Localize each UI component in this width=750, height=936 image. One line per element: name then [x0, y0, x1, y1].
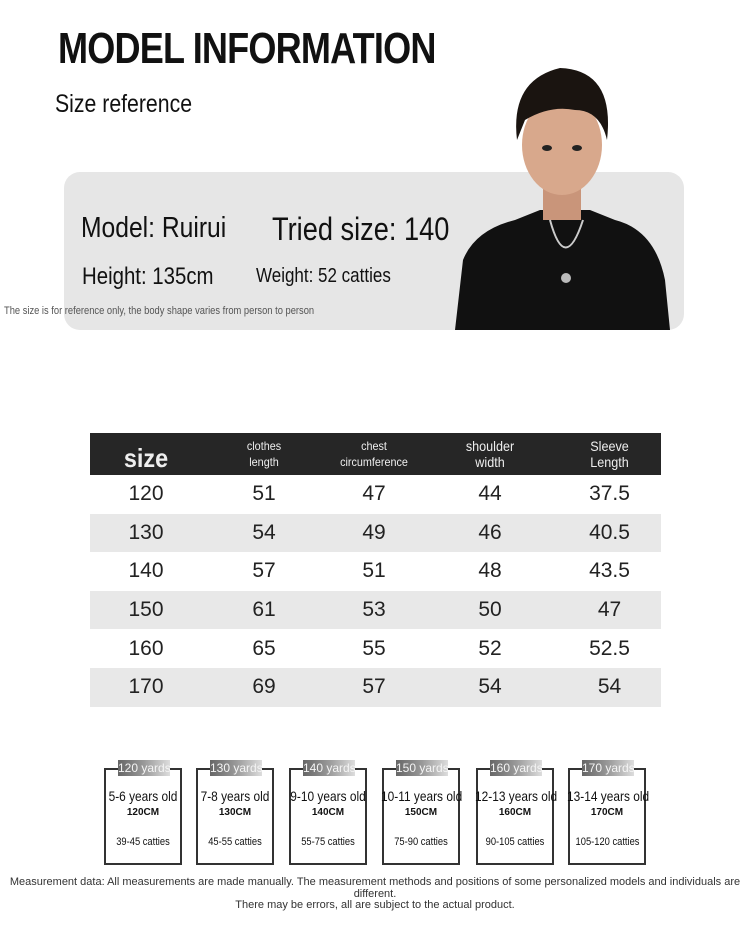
- size-tag: 150 yards: [396, 760, 448, 776]
- table-cell: 44: [478, 482, 502, 506]
- size-card: 120 yards 5-6 years old 120CM 39-45 catt…: [104, 760, 182, 865]
- age-range: 5-6 years old: [108, 788, 178, 804]
- table-cell: 49: [362, 520, 386, 544]
- table-cell: 52.5: [589, 636, 630, 660]
- table-row: 150 61 53 50 47: [90, 590, 661, 630]
- weight-range: 39-45 catties: [116, 836, 170, 848]
- header-shoulder: shoulder width: [465, 438, 515, 470]
- size-card: 160 yards 12-13 years old 160CM 90-105 c…: [475, 760, 558, 865]
- weight-range: 90-105 catties: [485, 836, 545, 848]
- table-cell: 61: [252, 598, 276, 622]
- table-cell: 54: [597, 675, 622, 699]
- model-name: Model: Ruirui: [81, 212, 227, 244]
- size-card: 140 yards 9-10 years old 140CM 55-75 cat…: [289, 760, 367, 865]
- table-cell: 140: [128, 559, 164, 583]
- table-cell: 47: [362, 482, 386, 506]
- weight-range: 105-120 catties: [575, 836, 640, 848]
- table-cell: 57: [362, 675, 386, 699]
- age-range: 9-10 years old: [290, 788, 366, 804]
- table-cell: 52: [478, 636, 502, 660]
- header-size: size: [123, 443, 169, 473]
- weight-range: 55-75 catties: [301, 836, 355, 848]
- footer-line-2: There may be errors, all are subject to …: [235, 899, 515, 911]
- table-row: 140 57 51 48 43.5: [90, 552, 661, 591]
- size-tag: 160 yards: [490, 760, 542, 776]
- model-photo: [455, 68, 670, 330]
- table-cell: 47: [597, 598, 622, 622]
- height-cm: 130CM: [218, 807, 252, 818]
- size-card: 130 yards 7-8 years old 130CM 45-55 catt…: [196, 760, 274, 865]
- table-cell: 69: [252, 675, 276, 699]
- table-cell: 51: [252, 482, 276, 506]
- table-cell: 48: [478, 559, 502, 583]
- header-clothes-length: clothes length: [246, 439, 282, 469]
- age-range: 13-14 years old: [567, 788, 650, 804]
- table-header: size clothes length chest circumference sh…: [90, 433, 661, 475]
- height-cm: 140CM: [311, 807, 345, 818]
- height-cm: 150CM: [404, 807, 438, 818]
- table-row: 170 69 57 54 54: [90, 667, 661, 707]
- height-cm: 160CM: [498, 807, 532, 818]
- table-row: 120 51 47 44 37.5: [90, 475, 661, 514]
- header-sleeve: Sleeve Length: [590, 438, 629, 470]
- table-cell: 65: [252, 636, 276, 660]
- height-cm: 170CM: [590, 807, 624, 818]
- table-cell: 57: [252, 559, 276, 583]
- table-cell: 170: [128, 675, 164, 699]
- footer-line-1: Measurement data: All measurements are m…: [9, 876, 741, 900]
- height-cm: 120CM: [126, 807, 160, 818]
- age-range: 7-8 years old: [200, 788, 270, 804]
- model-height: Height: 135cm: [82, 263, 214, 290]
- table-cell: 130: [128, 520, 164, 544]
- table-cell: 55: [362, 636, 386, 660]
- table-cell: 53: [362, 598, 386, 622]
- size-note: The size is for reference only, the body…: [4, 305, 315, 317]
- table-cell: 54: [478, 675, 502, 699]
- table-cell: 46: [478, 520, 502, 544]
- table-cell: 37.5: [589, 482, 630, 506]
- size-tag: 120 yards: [118, 760, 170, 776]
- header-chest: chest circumference: [340, 439, 408, 469]
- size-tag: 170 yards: [582, 760, 634, 776]
- age-range: 12-13 years old: [475, 788, 558, 804]
- table-cell: 43.5: [589, 559, 630, 583]
- table-cell: 40.5: [589, 520, 630, 544]
- tried-size: Tried size: 140: [272, 211, 450, 247]
- size-tag: 130 yards: [210, 760, 262, 776]
- weight-range: 75-90 catties: [394, 836, 448, 848]
- table-cell: 160: [128, 636, 164, 660]
- page-title: MODEL INFORMATION: [58, 24, 436, 73]
- subtitle: Size reference: [55, 90, 193, 118]
- table-row: 130 54 49 46 40.5: [90, 513, 661, 553]
- age-range: 10-11 years old: [381, 788, 463, 804]
- size-table: size clothes length chest circumference sh…: [90, 433, 661, 707]
- table-cell: 54: [252, 520, 276, 544]
- model-weight: Weight: 52 catties: [256, 265, 391, 287]
- table-cell: 150: [128, 598, 164, 622]
- weight-range: 45-55 catties: [208, 836, 262, 848]
- size-tag: 140 yards: [303, 760, 355, 776]
- size-card: 170 yards 13-14 years old 170CM 105-120 …: [567, 760, 650, 865]
- size-card: 150 yards 10-11 years old 150CM 75-90 ca…: [381, 760, 463, 865]
- table-row: 160 65 55 52 52.5: [90, 629, 661, 668]
- table-cell: 120: [128, 482, 164, 506]
- table-cell: 51: [362, 559, 386, 583]
- table-cell: 50: [478, 598, 502, 622]
